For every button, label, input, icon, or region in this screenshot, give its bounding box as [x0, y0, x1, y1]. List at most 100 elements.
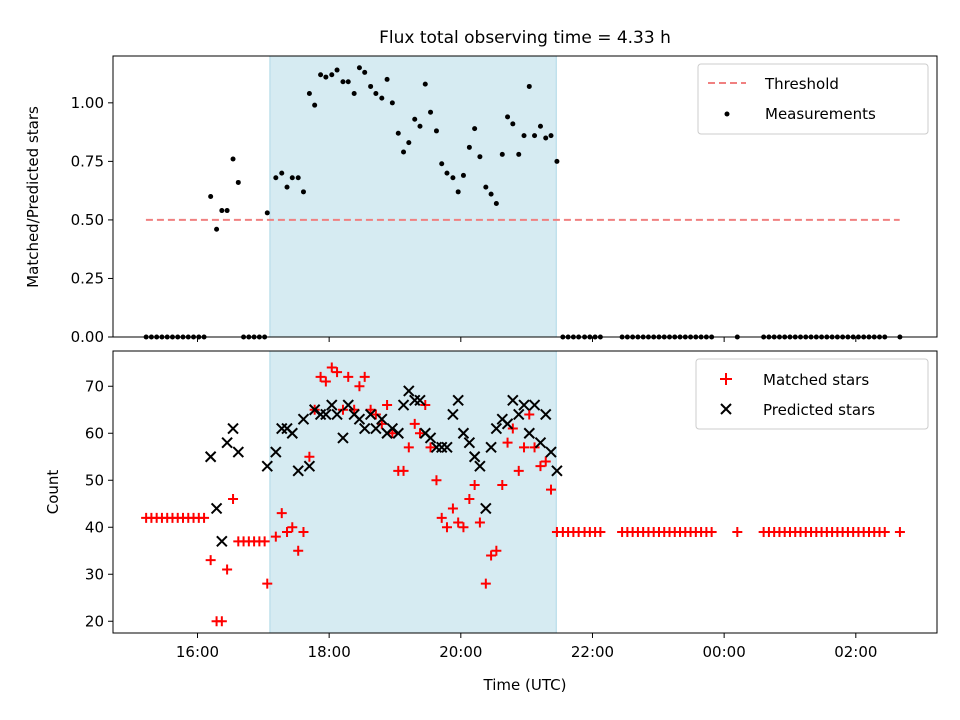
measurement-point: [224, 208, 230, 214]
measurement-point: [279, 170, 285, 176]
legend-box: [695, 358, 929, 430]
predicted-star-marker: [452, 394, 464, 407]
matched-star-marker: [199, 512, 210, 523]
measurement-point: [362, 69, 368, 75]
matched-star-marker: [304, 451, 315, 462]
measurement-point: [384, 76, 390, 82]
matched-star-marker: [293, 545, 304, 556]
predicted-star-marker: [463, 436, 476, 449]
measurement-point: [230, 156, 236, 162]
predicted-star-marker: [303, 460, 316, 472]
predicted-star-marker: [297, 413, 310, 425]
matched-star-marker: [282, 526, 293, 537]
predicted-star-marker: [545, 446, 557, 458]
y-tick-label: 0.25: [71, 269, 104, 287]
matched-star-marker: [228, 494, 239, 505]
legend-matched-label: Matched stars: [763, 371, 869, 389]
measurement-point: [537, 123, 543, 129]
predicted-star-marker: [221, 436, 233, 449]
measurement-point: [264, 210, 270, 216]
predicted-star-marker: [392, 427, 404, 439]
predicted-star-marker: [403, 385, 415, 397]
measurement-point: [312, 102, 318, 108]
y-tick-label: 60: [85, 424, 104, 442]
matched-star-marker: [486, 550, 497, 561]
matched-star-marker: [216, 616, 227, 627]
plot-frame: [112, 350, 938, 634]
legend-measurement-swatch: [724, 111, 730, 117]
flux-ratio-axes: 0.00 0.25 0.50 0.75 1.00: [71, 94, 857, 346]
measurement-point: [505, 114, 511, 120]
predicted-star-marker: [513, 408, 525, 421]
measurement-point: [460, 172, 466, 178]
matched-star-marker: [276, 508, 287, 519]
matched-star-marker: [529, 442, 540, 453]
matched-star-marker: [382, 400, 393, 411]
matched-star-marker: [343, 371, 354, 382]
measurement-point: [422, 81, 428, 87]
matched-star-marker: [540, 456, 551, 467]
measurement-point: [406, 140, 412, 146]
predicted-star-marker: [468, 451, 481, 463]
measurement-point: [554, 158, 560, 164]
matched-star-marker: [519, 442, 530, 453]
y-tick-label: 0.75: [71, 152, 104, 170]
predicted-star-marker: [292, 465, 304, 477]
predicted-star-marker: [457, 427, 470, 439]
measurement-point: [493, 201, 499, 207]
measurement-point: [499, 151, 505, 157]
matched-star-marker: [287, 522, 298, 533]
x-tick-label: 22:00: [571, 643, 614, 661]
predicted-star-marker: [534, 436, 547, 449]
matched-star-marker: [354, 381, 365, 392]
matched-star-marker: [315, 371, 326, 382]
matched-star-marker: [474, 517, 485, 528]
measurement-point: [412, 116, 418, 122]
matched-star-marker: [359, 371, 370, 382]
measurement-point: [466, 144, 472, 150]
matched-star-marker: [298, 526, 309, 537]
matched-star-marker: [447, 503, 458, 514]
matched-star-marker: [513, 465, 524, 476]
predicted-star-marker: [216, 535, 228, 548]
measurement-point: [401, 149, 407, 155]
star-count-panel: 16:00 18:00 20:00 22:00 00:00 02:00 20 30 40 50 60…: [44, 350, 938, 661]
measurement-point: [351, 90, 357, 96]
measurement-point: [510, 121, 516, 127]
y-axis-label: Count: [44, 470, 62, 515]
y-tick-label: 0.00: [71, 328, 104, 346]
predicted-star-marker: [474, 460, 486, 472]
predicted-star-marker: [370, 422, 382, 435]
legend: Threshold Measurements: [697, 63, 929, 135]
measurement-point: [273, 175, 279, 181]
matched-star-marker: [414, 428, 425, 439]
measurement-point: [368, 83, 374, 89]
measurement-point: [483, 184, 489, 190]
predicted-star-marker: [414, 394, 426, 407]
measurement-point: [295, 175, 301, 181]
predicted-star-marker: [480, 502, 492, 515]
predicted-star-marker: [270, 446, 282, 458]
matched-star-marker: [425, 442, 436, 453]
measurement-point: [300, 189, 306, 195]
observing-span: [269, 350, 557, 634]
star-count-axes: 16:00 18:00 20:00 22:00 00:00 02:00 20 30 40 50 60…: [85, 377, 878, 661]
matched-star-marker: [262, 578, 273, 589]
matched-star-marker: [464, 494, 475, 505]
matched-star-marker: [270, 531, 281, 542]
predicted-star-marker: [353, 413, 366, 425]
legend-matched-swatch: [720, 373, 732, 385]
y-tick-label: 1.00: [71, 94, 104, 112]
chart-title: Flux total observing time = 4.33 h: [379, 28, 671, 48]
measurement-point: [306, 90, 312, 96]
predicted-star-marker: [447, 408, 459, 421]
measurement-point: [433, 128, 439, 134]
predicted-star-marker: [227, 422, 239, 435]
matched-star-marker: [458, 522, 469, 533]
matched-star-marker: [491, 545, 502, 556]
legend-predicted-label: Predicted stars: [763, 401, 875, 419]
predicted-star-marker: [501, 418, 514, 430]
measurement-point: [373, 90, 379, 96]
matched-star-marker: [370, 409, 381, 420]
matched-star-marker: [409, 418, 420, 429]
